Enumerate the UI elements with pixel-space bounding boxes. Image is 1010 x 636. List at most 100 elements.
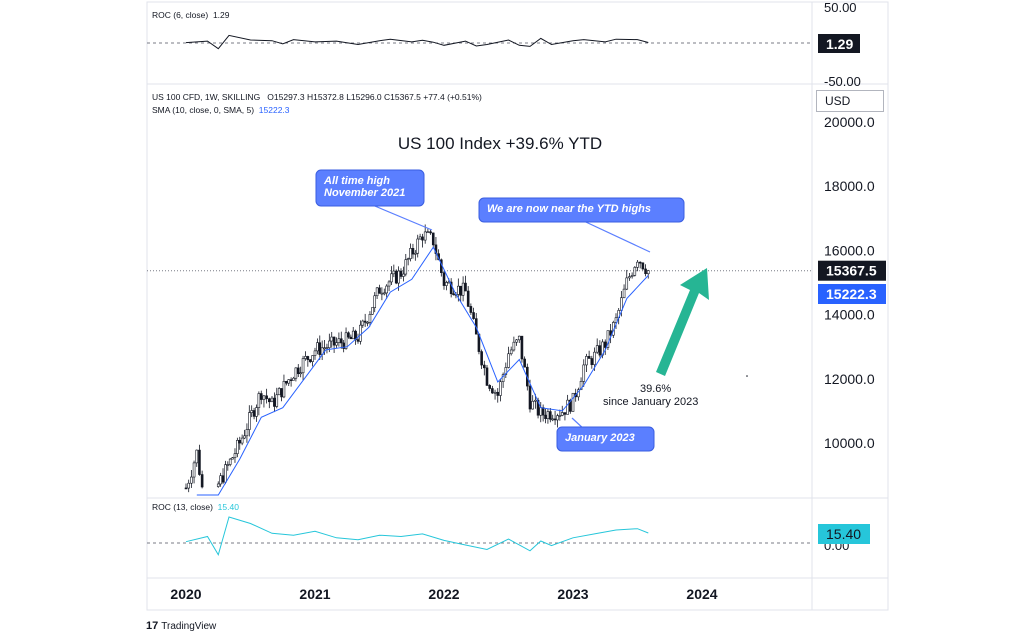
- candle-body: [187, 482, 190, 489]
- outer-frame: [146, 1, 889, 611]
- candle-body: [387, 281, 391, 287]
- candle-body: [461, 282, 465, 296]
- time-tick-label: 2022: [428, 586, 459, 602]
- candle-body: [255, 407, 258, 417]
- roc13-header: ROC (13, close) 15.40: [152, 502, 239, 512]
- candle-body: [268, 398, 271, 403]
- candle-body: [289, 379, 293, 382]
- candle-body: [480, 351, 483, 366]
- candle-body: [633, 267, 637, 276]
- last-price-tag: [818, 260, 886, 281]
- time-tick-label: 2020: [170, 586, 201, 602]
- candle-body: [385, 285, 388, 294]
- candle-body: [423, 231, 427, 241]
- currency-selector[interactable]: USD: [816, 90, 884, 112]
- price-pane: 20000.0 18000.0 16000.0 14000.0 12000.0 10000…: [147, 114, 886, 496]
- candle-body: [520, 335, 524, 360]
- gain-annotation-text: since January 2023: [603, 396, 698, 408]
- candle-body: [399, 270, 403, 277]
- candle-body: [466, 290, 470, 307]
- candle-body: [469, 306, 473, 313]
- candle-body: [228, 458, 232, 465]
- candle-body: [219, 475, 222, 485]
- candle-body: [282, 381, 286, 398]
- candle-body: [368, 314, 372, 323]
- time-tick-label: 2021: [299, 586, 330, 602]
- candle-body: [273, 397, 276, 407]
- candle-body: [363, 320, 367, 323]
- candle-body: [587, 356, 591, 359]
- candle-body: [404, 259, 408, 275]
- candle-body: [558, 415, 562, 417]
- candle-body: [571, 392, 575, 412]
- sma-value: 15222.3: [258, 105, 290, 115]
- candle-body: [373, 295, 377, 308]
- sma-header: SMA (10, close, 0, SMA, 5) 15222.3: [152, 105, 290, 115]
- candle-body: [240, 437, 244, 444]
- candle-body: [636, 261, 639, 268]
- roc6-line: [185, 34, 649, 50]
- candle-body: [366, 322, 369, 324]
- roc6-title: ROC (6, close): [152, 10, 209, 20]
- time-tick-label: 2024: [686, 586, 717, 602]
- candle-body: [392, 270, 396, 275]
- candle-body: [216, 483, 220, 487]
- candle-body: [311, 355, 314, 362]
- candle-body: [595, 345, 599, 353]
- candle-body: [375, 287, 379, 297]
- candle-body: [245, 429, 249, 437]
- candle-body: [342, 342, 345, 349]
- roc13-value: 15.40: [217, 502, 239, 512]
- candle-body: [447, 281, 451, 284]
- candle-body: [390, 273, 393, 283]
- candle-body: [330, 336, 334, 342]
- roc13-value-tag-text: 15.40: [826, 526, 861, 542]
- candle-body: [231, 457, 234, 460]
- candle-body: [184, 487, 188, 490]
- candle-body: [431, 232, 435, 246]
- candle-body: [646, 270, 650, 275]
- candle-body: [285, 381, 288, 384]
- jan2023-callout-text: January 2023: [565, 432, 635, 444]
- roc6-value: 1.29: [212, 10, 230, 20]
- candle-body: [598, 345, 602, 356]
- candle-body: [224, 464, 227, 483]
- candle-body: [371, 307, 374, 315]
- candle-body: [585, 356, 588, 366]
- candle-body: [250, 410, 253, 413]
- candle-body: [644, 268, 647, 275]
- candle-body: [539, 407, 543, 416]
- candle-body: [499, 381, 502, 396]
- sma-line: [196, 246, 649, 496]
- tradingview-logo[interactable]: 17 TradingView: [146, 620, 216, 632]
- candle-body: [344, 332, 348, 349]
- candle-body: [287, 379, 291, 384]
- candle-body: [630, 274, 634, 277]
- candle-body: [265, 395, 268, 400]
- candle-body: [512, 341, 516, 351]
- candle-body: [606, 330, 610, 348]
- candle-body: [294, 367, 298, 379]
- pane-frames: [146, 1, 889, 611]
- candle-body: [449, 281, 453, 295]
- candle-body: [359, 324, 362, 342]
- marker-dot: [746, 375, 748, 377]
- candle-body: [593, 351, 596, 365]
- candle-body: [299, 372, 302, 375]
- candle-body: [380, 292, 384, 295]
- time-tick-label: 2023: [557, 586, 588, 602]
- candle-body: [544, 414, 547, 419]
- candle-body: [579, 381, 583, 391]
- roc6-value-tag-text: 1.29: [826, 36, 853, 52]
- candle-body: [551, 418, 554, 421]
- candle-body: [507, 353, 510, 368]
- candle-body: [452, 293, 455, 296]
- candle-body: [445, 282, 448, 286]
- candle-body: [236, 440, 239, 454]
- candle-body: [493, 391, 497, 394]
- candle-body: [262, 395, 266, 400]
- candle-body: [541, 407, 545, 416]
- last-price-tag-text: 15367.5: [826, 263, 877, 279]
